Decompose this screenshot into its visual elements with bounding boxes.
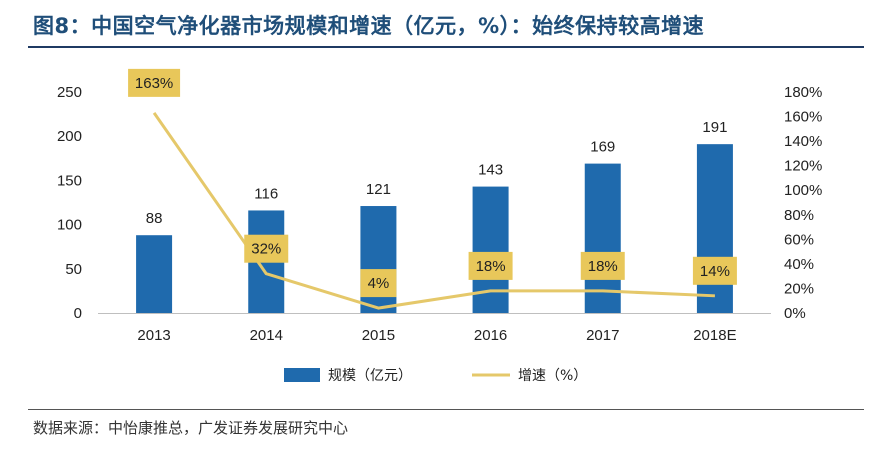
- right-axis-tick-label: 140%: [784, 133, 822, 150]
- right-axis-tick-label: 0%: [784, 305, 806, 322]
- rate-label-box: [468, 251, 513, 280]
- line-series: [152, 112, 715, 310]
- rate-label-box: [360, 269, 397, 298]
- bar-value-label: 191: [702, 119, 727, 136]
- rate-value-label: 14%: [700, 263, 730, 280]
- right-axis-tick-label: 120%: [784, 158, 822, 175]
- x-axis-tick-label: 2016: [474, 327, 507, 344]
- chart: 0 50 100 150 200 250 0% 20% 40% 60% 80% 100% 120% 14…: [57, 68, 822, 384]
- x-axis-tick-label: 2014: [250, 327, 283, 344]
- chart-title: 图8：中国空气净化器市场规模和增速（亿元，%）：始终保持较高增速: [33, 14, 705, 38]
- left-axis-tick-label: 0: [74, 305, 82, 322]
- bar: [696, 144, 733, 313]
- left-axis-tick-label: 50: [65, 261, 82, 278]
- source-divider: [28, 409, 864, 410]
- bar: [584, 163, 621, 313]
- rate-labels: 163% 32% 4% 18% 18% 14%: [128, 68, 737, 298]
- bar-value-label: 143: [478, 162, 503, 179]
- right-axis-tick-label: 60%: [784, 231, 814, 248]
- legend-line-label: 增速（%）: [518, 368, 587, 384]
- legend: 规模（亿元） 增速（%）: [284, 368, 587, 384]
- legend-bar-swatch: [284, 368, 320, 382]
- legend-bar-label: 规模（亿元）: [328, 368, 412, 384]
- x-axis: 2013 2014 2015 2016 2017 2018E: [98, 313, 771, 344]
- title-divider: [28, 46, 864, 48]
- right-axis-tick-label: 20%: [784, 280, 814, 297]
- x-axis-tick-label: 2017: [586, 327, 619, 344]
- rate-label-box: [692, 256, 737, 285]
- right-axis: 0% 20% 40% 60% 80% 100% 120% 140% 160% 180%: [784, 84, 822, 322]
- left-axis: 0 50 100 150 200 250: [57, 84, 82, 322]
- bar-labels: 88 116 121 143 169 191: [146, 119, 728, 227]
- rate-value-label: 18%: [588, 258, 618, 275]
- bar-value-label: 88: [146, 210, 163, 227]
- bar-value-label: 116: [254, 185, 278, 202]
- growth-line: [152, 112, 715, 310]
- bar: [136, 235, 173, 313]
- rate-value-label: 163%: [135, 75, 173, 92]
- x-axis-tick-label: 2018E: [693, 327, 736, 344]
- rate-value-label: 4%: [368, 275, 390, 292]
- right-axis-tick-label: 180%: [784, 84, 822, 101]
- bar-series: [136, 144, 733, 313]
- rate-label-box: [128, 68, 181, 97]
- right-axis-tick-label: 160%: [784, 109, 822, 126]
- x-axis-tick-label: 2013: [137, 327, 170, 344]
- rate-value-label: 32%: [251, 241, 281, 258]
- right-axis-tick-label: 40%: [784, 256, 814, 273]
- right-axis-tick-label: 80%: [784, 207, 814, 224]
- left-axis-tick-label: 250: [57, 84, 82, 101]
- left-axis-tick-label: 150: [57, 172, 82, 189]
- left-axis-tick-label: 100: [57, 217, 82, 234]
- source-note: 数据来源：中怡康推总，广发证券发展研究中心: [33, 419, 349, 437]
- left-axis-tick-label: 200: [57, 128, 82, 145]
- bar-value-label: 169: [590, 139, 615, 156]
- rate-label-box: [580, 251, 625, 280]
- x-axis-tick-label: 2015: [362, 327, 395, 344]
- bar-value-label: 121: [366, 181, 391, 198]
- right-axis-tick-label: 100%: [784, 182, 822, 199]
- rate-label-box: [244, 234, 289, 263]
- rate-value-label: 18%: [476, 258, 506, 275]
